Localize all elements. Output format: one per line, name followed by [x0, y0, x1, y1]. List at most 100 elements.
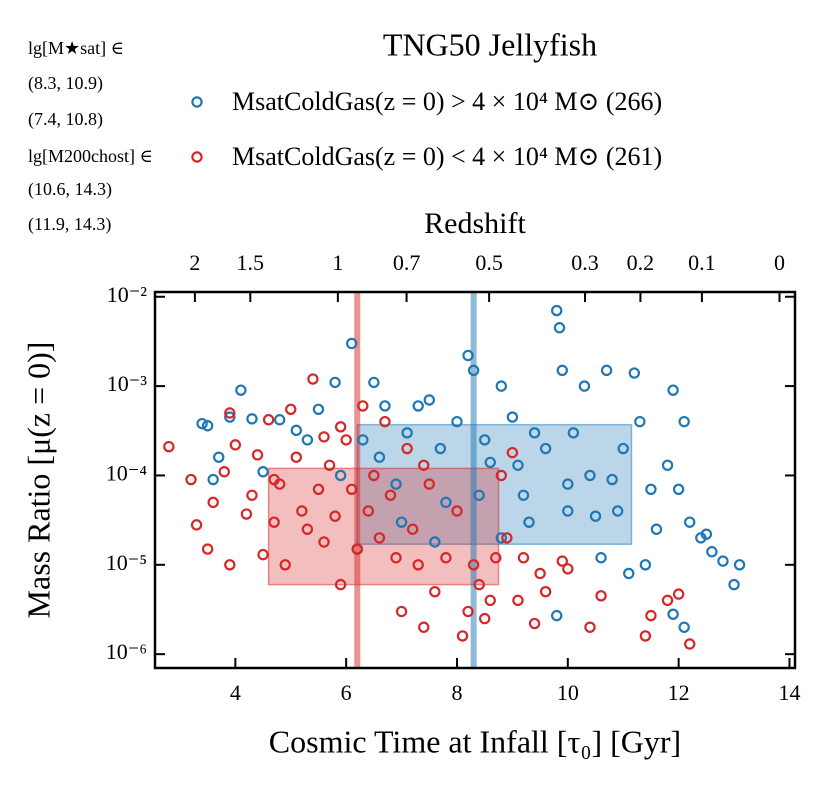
range-box — [356, 423, 633, 545]
point — [639, 630, 652, 642]
legend-marker — [191, 151, 203, 163]
point — [600, 364, 613, 377]
legend-label: MsatColdGas(z = 0) < 4 × 10⁴ M⊙ (261) — [232, 142, 662, 171]
point — [473, 578, 485, 591]
point — [185, 473, 197, 486]
point — [440, 496, 452, 509]
x2-tick-label: 0.2 — [627, 250, 655, 275]
point — [528, 427, 541, 439]
point — [346, 337, 358, 350]
point — [262, 414, 275, 426]
point — [224, 559, 236, 571]
point — [373, 532, 386, 544]
point — [418, 459, 430, 471]
point — [318, 536, 330, 548]
point — [213, 451, 225, 463]
plot-frame — [153, 290, 797, 670]
point — [334, 469, 347, 482]
point — [440, 552, 452, 564]
point — [717, 555, 729, 567]
x-tick-label: 12 — [668, 680, 690, 705]
x-axis-label: Cosmic Time at Infall [τ₀] [Gyr] — [269, 723, 681, 759]
point — [606, 473, 618, 486]
point — [379, 415, 391, 428]
point — [700, 528, 713, 540]
point — [467, 559, 480, 571]
point — [368, 469, 380, 482]
point — [539, 586, 552, 598]
point — [584, 621, 596, 633]
point — [661, 594, 674, 607]
point — [553, 322, 566, 334]
point — [301, 434, 314, 446]
point — [562, 563, 574, 575]
point — [517, 552, 530, 564]
point — [218, 466, 230, 478]
point — [418, 621, 430, 633]
point — [246, 489, 258, 501]
x2-axis-label: Redshift — [424, 207, 526, 240]
x2-tick-label: 0.5 — [475, 250, 503, 275]
point — [434, 442, 447, 455]
point — [251, 449, 264, 461]
point — [678, 621, 690, 633]
point — [562, 478, 574, 490]
point — [539, 442, 552, 455]
point — [312, 483, 325, 495]
point — [484, 456, 496, 469]
point — [240, 508, 253, 520]
point — [639, 559, 652, 571]
x2-tick-label: 1 — [332, 250, 343, 275]
point — [467, 364, 480, 377]
point — [645, 483, 657, 495]
point — [401, 427, 413, 439]
point — [556, 555, 568, 567]
point — [390, 552, 402, 564]
point — [451, 415, 463, 428]
point — [368, 376, 380, 389]
point — [429, 536, 441, 548]
point — [429, 586, 441, 598]
point — [517, 489, 530, 501]
point — [334, 421, 347, 433]
point — [395, 605, 408, 618]
x2-tick-label: 0.7 — [393, 250, 421, 275]
point — [207, 473, 219, 486]
point — [318, 431, 330, 443]
point — [357, 434, 369, 446]
x2-tick-label: 0 — [774, 250, 785, 275]
point — [595, 552, 607, 564]
legend-marker — [191, 96, 203, 108]
point — [672, 483, 685, 495]
legend-label: MsatColdGas(z = 0) > 4 × 10⁴ M⊙ (266) — [232, 87, 662, 116]
point — [506, 446, 519, 459]
point — [584, 469, 596, 482]
point — [645, 609, 657, 622]
point — [628, 367, 641, 379]
point — [512, 594, 524, 607]
y-tick-label: 10⁻² — [107, 282, 148, 307]
point — [224, 407, 236, 419]
point — [578, 380, 591, 392]
point — [379, 400, 391, 412]
point — [684, 516, 696, 528]
point — [678, 415, 690, 428]
point — [406, 523, 419, 535]
x-tick-label: 6 — [341, 680, 352, 705]
point — [634, 415, 646, 428]
y-tick-label: 10⁻⁵ — [106, 550, 147, 575]
point — [257, 466, 269, 478]
point — [551, 304, 563, 317]
point — [373, 451, 386, 463]
point — [728, 578, 740, 591]
y-tick-label: 10⁻⁴ — [106, 460, 148, 485]
point — [357, 400, 369, 412]
point — [384, 489, 397, 501]
point — [661, 459, 674, 471]
point — [235, 384, 247, 396]
point — [506, 411, 519, 423]
point — [329, 510, 341, 522]
point — [395, 516, 408, 528]
point — [312, 403, 325, 415]
